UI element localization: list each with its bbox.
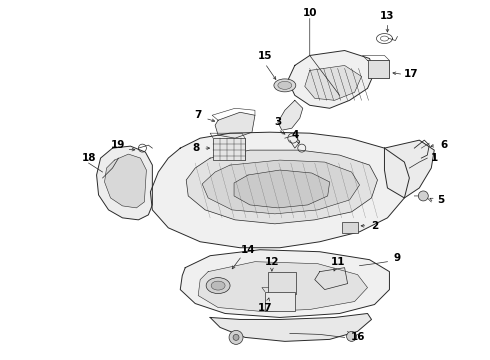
Bar xyxy=(368,60,390,78)
Text: 19: 19 xyxy=(111,140,125,150)
Ellipse shape xyxy=(211,281,225,290)
Text: 18: 18 xyxy=(81,153,96,163)
Circle shape xyxy=(418,191,428,201)
Circle shape xyxy=(233,334,239,340)
Polygon shape xyxy=(288,50,374,108)
Bar xyxy=(342,222,358,233)
Polygon shape xyxy=(215,112,255,138)
Polygon shape xyxy=(180,250,390,318)
Ellipse shape xyxy=(274,79,296,92)
Circle shape xyxy=(229,330,243,345)
Polygon shape xyxy=(278,100,303,130)
Polygon shape xyxy=(315,268,347,289)
Text: 6: 6 xyxy=(441,140,448,150)
Polygon shape xyxy=(97,146,152,220)
Text: 3: 3 xyxy=(274,117,281,127)
Text: 13: 13 xyxy=(380,11,395,21)
Polygon shape xyxy=(150,132,409,248)
Polygon shape xyxy=(305,66,362,100)
Text: 17: 17 xyxy=(258,302,272,312)
Ellipse shape xyxy=(206,278,230,293)
Text: 4: 4 xyxy=(291,130,298,140)
Text: 11: 11 xyxy=(330,257,345,267)
Text: 7: 7 xyxy=(195,110,202,120)
Polygon shape xyxy=(385,140,434,198)
Bar xyxy=(265,292,295,311)
Ellipse shape xyxy=(278,81,292,89)
Polygon shape xyxy=(198,262,368,311)
Polygon shape xyxy=(186,150,377,224)
Text: 14: 14 xyxy=(241,245,255,255)
Polygon shape xyxy=(202,160,360,214)
Text: 12: 12 xyxy=(265,257,279,267)
Bar xyxy=(268,272,296,293)
Bar xyxy=(213,138,245,160)
Text: 8: 8 xyxy=(193,143,200,153)
Text: 17: 17 xyxy=(404,69,418,80)
Text: 16: 16 xyxy=(350,332,365,342)
Text: 15: 15 xyxy=(258,51,272,62)
Polygon shape xyxy=(210,314,371,341)
Polygon shape xyxy=(234,170,330,208)
Text: 9: 9 xyxy=(394,253,401,263)
Text: 10: 10 xyxy=(302,8,317,18)
Polygon shape xyxy=(104,154,147,208)
Text: 1: 1 xyxy=(431,153,438,163)
Circle shape xyxy=(346,332,357,341)
Text: 2: 2 xyxy=(371,221,378,231)
Text: 5: 5 xyxy=(438,195,445,205)
